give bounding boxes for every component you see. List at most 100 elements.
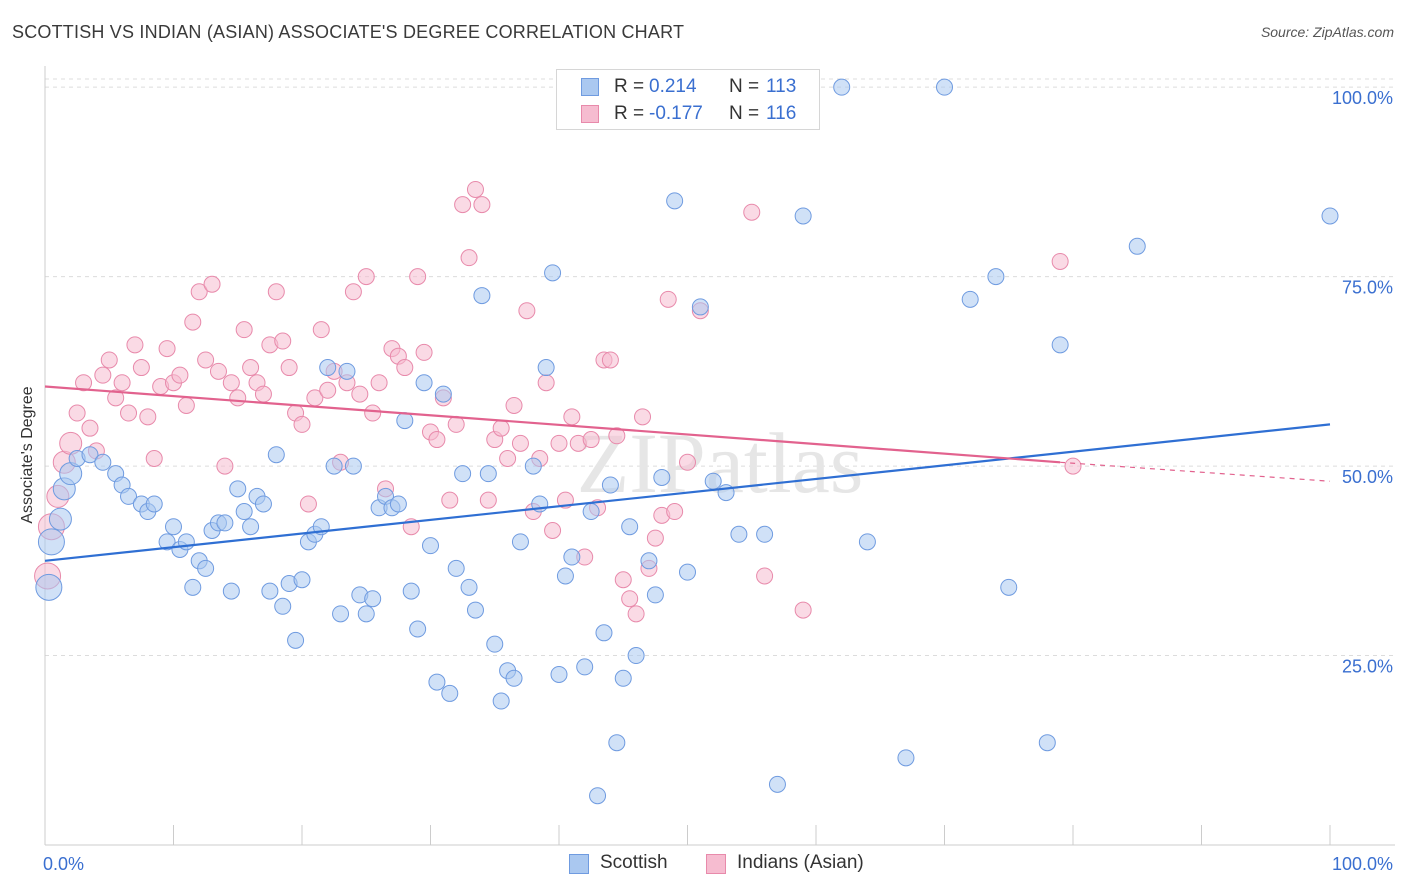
scottish-point [319, 359, 337, 377]
scottish-point [158, 533, 176, 551]
legend-swatch-scottish [569, 854, 589, 874]
indians-asian-point [582, 431, 600, 449]
indians-asian-point [364, 404, 382, 422]
scottish-point [145, 495, 163, 513]
scottish-point [486, 635, 504, 653]
scottish-point [691, 298, 709, 316]
scottish-point [287, 631, 305, 649]
scottish-point [357, 605, 375, 623]
indians-asian-point [537, 374, 555, 392]
x-tick-label-end: 100.0% [1332, 854, 1393, 874]
indians-asian-point [235, 321, 253, 339]
scottish-swatch [581, 78, 599, 96]
indians-asian-point [454, 196, 472, 214]
source-credit: Source: ZipAtlas.com [1260, 24, 1394, 40]
indians-asian-point [370, 374, 388, 392]
indians-asian-point [139, 408, 157, 426]
scottish-point [704, 472, 722, 490]
scottish-point [640, 552, 658, 570]
scottish-point [197, 559, 215, 577]
indians-asian-point [473, 196, 491, 214]
scottish-point [524, 457, 542, 475]
indians-asian-point [479, 491, 497, 509]
scottish-point [447, 559, 465, 577]
r-label: R = [614, 103, 645, 124]
scottish-point [556, 567, 574, 585]
scottish-point [1051, 336, 1069, 354]
indians-asian-point [396, 359, 414, 377]
y-tick-label: 50.0% [1342, 467, 1393, 487]
scottish-trend-line [44, 423, 1331, 562]
scottish-point [582, 503, 600, 521]
indians-asian-point [293, 415, 311, 433]
indians-swatch [581, 105, 599, 123]
indians-asian-point [511, 434, 529, 452]
scottish-point [454, 465, 472, 483]
scottish-point [679, 563, 696, 581]
indians-asian-point [120, 404, 138, 422]
scottish-point [1321, 207, 1339, 225]
scottish-point [544, 264, 562, 282]
scottish-point [550, 665, 568, 683]
indians-asian-point [447, 415, 465, 433]
legend-label-indians-asian: Indians (Asian) [737, 852, 864, 873]
indians-asian-point [505, 396, 523, 414]
n-value-scottish: 113 [766, 76, 797, 97]
indians-asian-point [126, 336, 144, 354]
scottish-point [261, 582, 279, 600]
scottish-point [396, 412, 414, 430]
scottish-point [332, 605, 350, 623]
indians-asian-point [743, 203, 761, 221]
indians-asian-point [145, 450, 163, 467]
scottish-point [614, 669, 632, 687]
indians-asian-point [460, 249, 478, 267]
trend-lines [44, 385, 1331, 562]
legend-swatch-indians-asian [706, 854, 726, 874]
indians-asian-point [113, 374, 131, 392]
scottish-point [325, 457, 343, 475]
chart-title: SCOTTISH VS INDIAN (ASIAN) ASSOCIATE'S D… [12, 22, 685, 42]
indians-asian-trend-line [44, 385, 1061, 464]
scottish-points [35, 78, 1339, 805]
scottish-point [274, 597, 292, 615]
scottish-point [601, 476, 619, 494]
indians-asian-point [319, 381, 337, 399]
indians-asian-point [254, 385, 272, 403]
indians-asian-point [409, 268, 427, 286]
scottish-point [222, 582, 240, 600]
scottish-point [730, 525, 748, 543]
scottish-point [1000, 578, 1018, 596]
scottish-point [621, 518, 639, 536]
indians-asian-point [158, 340, 176, 358]
indians-asian-point [209, 362, 227, 380]
indians-asian-point [312, 321, 330, 339]
indians-asian-point [100, 351, 118, 369]
scottish-point [48, 507, 72, 531]
r-value-indians: -0.177 [649, 103, 703, 124]
scottish-point [961, 290, 979, 308]
scottish-point [422, 537, 439, 555]
scottish-point [627, 647, 645, 665]
r-value-scottish: 0.214 [649, 76, 697, 97]
scottish-point [216, 514, 234, 532]
indians-asian-point [203, 275, 221, 293]
y-tick-label: 100.0% [1332, 88, 1393, 108]
scottish-point [492, 692, 510, 710]
indians-asian-point [794, 601, 812, 619]
scottish-point [402, 582, 420, 600]
indians-asian-point [466, 180, 484, 198]
scottish-point [794, 207, 812, 225]
indians-asian-point [267, 283, 285, 301]
indians-asian-point [357, 268, 375, 286]
scottish-point [428, 673, 446, 691]
indians-asian-point [171, 366, 189, 384]
x-tick-label-start: 0.0% [43, 854, 84, 874]
indians-asian-point [646, 529, 664, 547]
indians-asian-point [280, 359, 298, 377]
scottish-point [184, 578, 202, 596]
indians-asian-point [94, 366, 112, 384]
stats-row-scottish: R = 0.214 N = 113 [557, 74, 819, 100]
indians-asian-point [499, 450, 517, 467]
scottish-point [595, 624, 613, 642]
